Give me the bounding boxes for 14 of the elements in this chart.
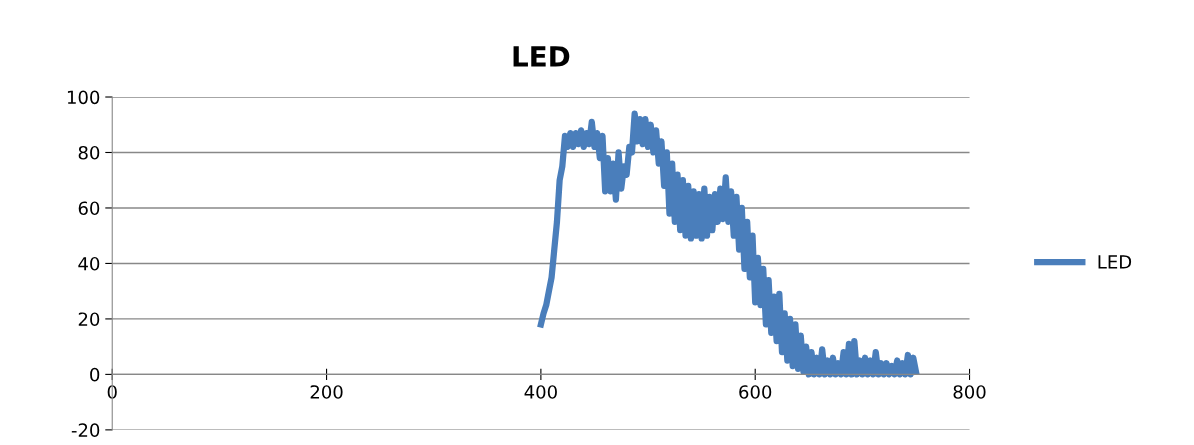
y-tick-label: 40	[78, 256, 100, 271]
x-tick-label: 800	[953, 385, 986, 399]
x-tick-label: 200	[310, 385, 343, 399]
y-tick-label: 60	[78, 201, 100, 216]
y-tick-label: 80	[78, 145, 100, 160]
x-tick-label: 600	[739, 385, 772, 399]
y-tick-label: 0	[90, 367, 100, 382]
y-tick-label: -20	[71, 423, 100, 437]
legend-label: LED	[1098, 255, 1132, 269]
x-tick-label: 0	[107, 385, 117, 399]
x-tick-label: 400	[524, 385, 557, 399]
y-tick-label: 100	[67, 90, 100, 105]
y-tick-label: 20	[78, 312, 100, 327]
chart-title: LED	[513, 46, 570, 67]
